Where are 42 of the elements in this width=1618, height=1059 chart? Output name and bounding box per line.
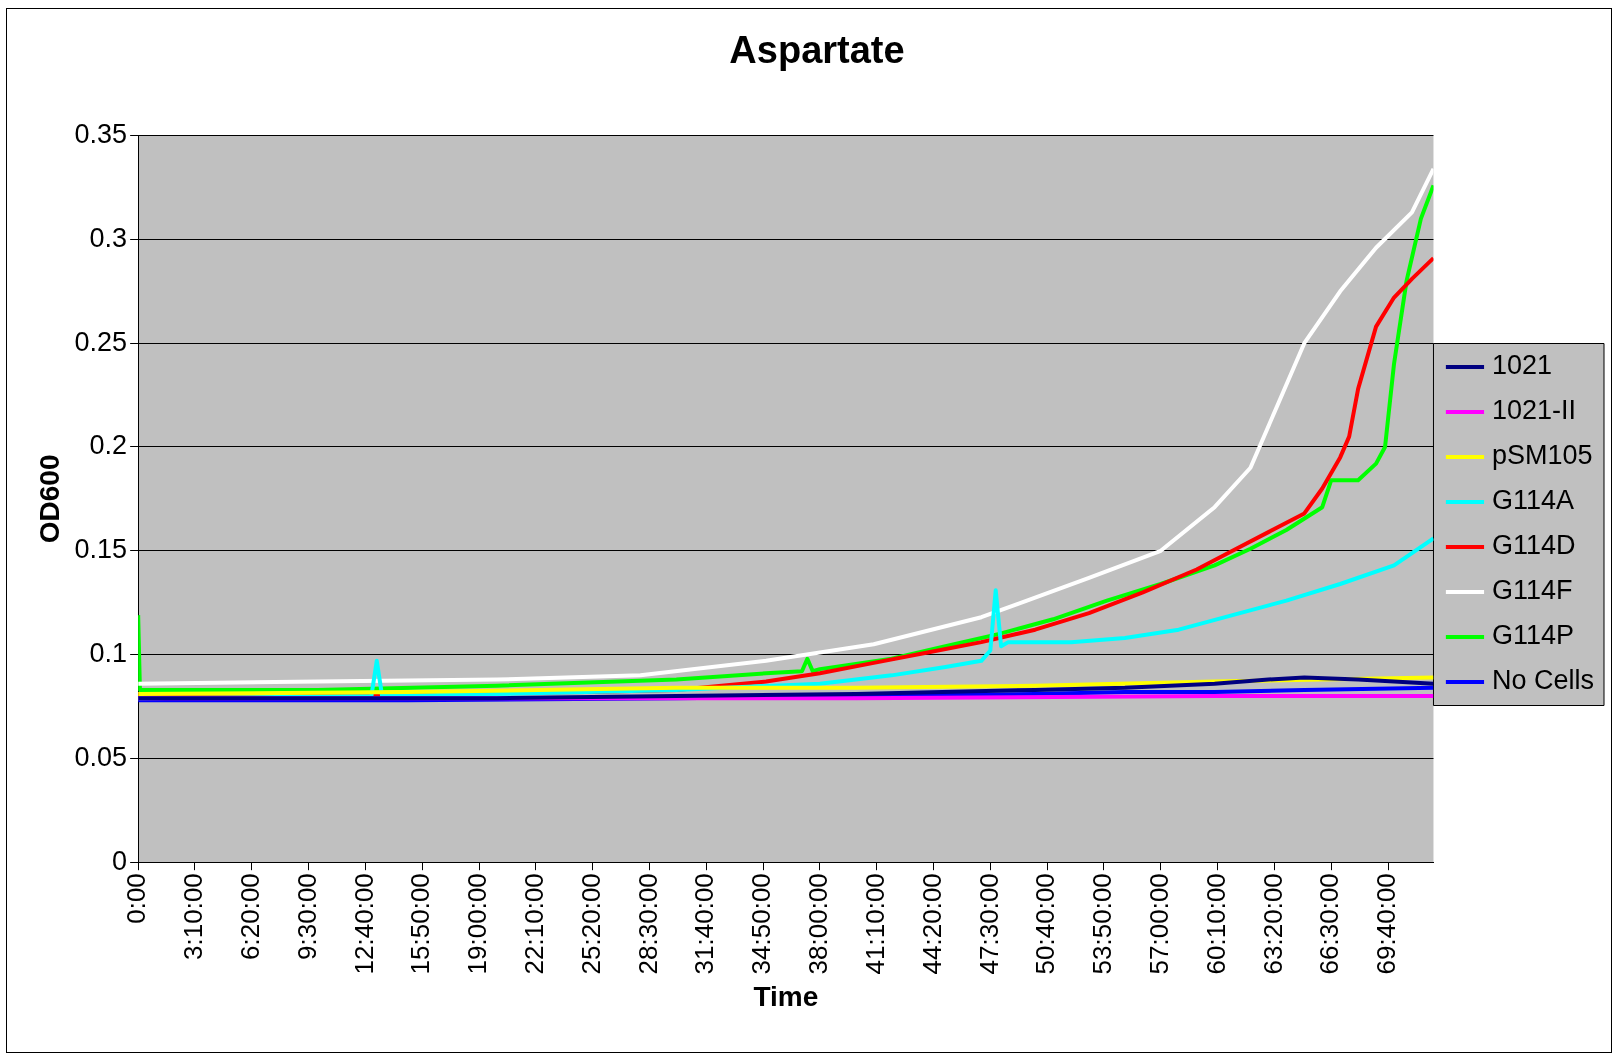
legend-label: pSM105 <box>1491 440 1593 471</box>
x-tick-label: 0:00 <box>121 873 152 924</box>
x-tick-label: 6:20:00 <box>234 873 265 960</box>
x-tick-label: 38:00:00 <box>803 873 834 975</box>
y-tick-label: 0.15 <box>74 534 128 565</box>
x-tick-label: 63:20:00 <box>1257 873 1288 975</box>
legend-label: G114F <box>1491 575 1573 606</box>
x-tick-label: 66:30:00 <box>1314 873 1345 975</box>
x-tick-label: 19:00:00 <box>462 873 493 975</box>
x-tick-label: 60:10:00 <box>1200 873 1231 975</box>
x-tick-label: 3:10:00 <box>178 873 209 960</box>
x-tick-label: 15:50:00 <box>405 873 436 975</box>
x-tick-label: 57:00:00 <box>1143 873 1174 975</box>
chart-title: Aspartate <box>729 29 905 72</box>
x-tick-label: 44:20:00 <box>916 873 947 975</box>
y-tick-label: 0.3 <box>89 222 128 253</box>
y-tick-label: 0.1 <box>89 638 128 669</box>
x-tick-label: 9:30:00 <box>291 873 322 960</box>
x-tick-label: 69:40:00 <box>1371 873 1402 975</box>
legend-label: G114A <box>1491 485 1575 516</box>
x-tick-label: 34:50:00 <box>746 873 777 975</box>
legend-label: G114P <box>1491 620 1575 651</box>
x-tick-label: 50:40:00 <box>1030 873 1061 975</box>
x-tick-label: 47:30:00 <box>973 873 1004 975</box>
x-tick-label: 31:40:00 <box>689 873 720 975</box>
legend-label: 1021 <box>1491 350 1553 381</box>
y-tick-label: 0.05 <box>74 741 128 772</box>
x-tick-label: 28:30:00 <box>632 873 663 975</box>
x-tick-label: 22:10:00 <box>519 873 550 975</box>
legend-label: 1021-II <box>1491 395 1577 426</box>
y-axis-title: OD600 <box>33 454 65 544</box>
x-tick-label: 41:10:00 <box>859 873 890 975</box>
x-tick-label: 53:50:00 <box>1087 873 1118 975</box>
y-tick-label: 0.25 <box>74 326 128 357</box>
x-tick-label: 25:20:00 <box>575 873 606 975</box>
x-axis-title: Time <box>753 980 819 1012</box>
x-tick-label: 12:40:00 <box>348 873 379 975</box>
y-tick-label: 0.35 <box>74 119 128 150</box>
legend-label: G114D <box>1491 530 1576 561</box>
legend-label: No Cells <box>1491 665 1594 696</box>
y-tick-label: 0.2 <box>89 430 128 461</box>
y-tick-label: 0 <box>112 845 128 876</box>
